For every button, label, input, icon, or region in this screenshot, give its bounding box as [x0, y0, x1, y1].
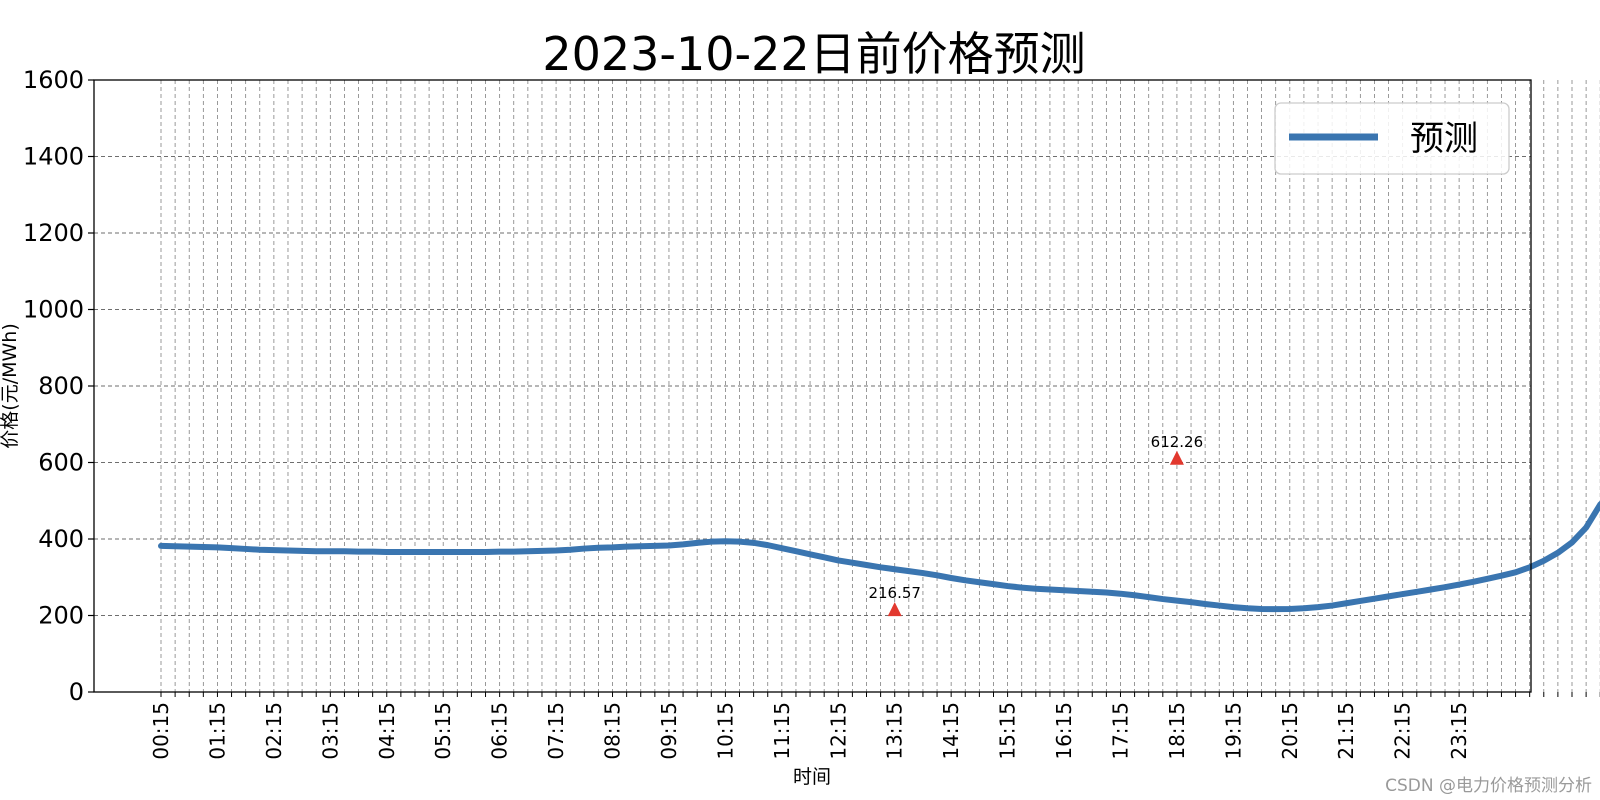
x-tick-label: 03:15: [318, 702, 342, 760]
x-tick-label: 14:15: [939, 702, 963, 760]
y-tick-label: 1400: [23, 143, 84, 171]
chart-title: 2023-10-22日前价格预测: [542, 27, 1085, 81]
extreme-marker: [1169, 450, 1184, 465]
x-tick-label: 06:15: [488, 702, 512, 760]
grid-lines: [94, 80, 1600, 692]
y-tick-label: 200: [38, 602, 84, 630]
x-tick-label: 08:15: [601, 702, 625, 760]
x-tick-label: 02:15: [262, 702, 286, 760]
x-axis-label: 时间: [793, 766, 831, 788]
x-tick-label: 01:15: [205, 702, 229, 760]
legend-label: 预测: [1410, 119, 1478, 159]
x-axis-ticks: 00:15 01:15 02:15 03:15 04:15 05:15 06:15 07:15…: [149, 692, 1600, 760]
annotation-layer: 216.57 612.26: [868, 433, 1204, 617]
y-tick-label: 1000: [23, 296, 84, 324]
y-tick-label: 800: [38, 372, 84, 400]
x-tick-label: 10:15: [713, 702, 737, 760]
x-tick-label: 23:15: [1447, 702, 1471, 760]
x-tick-label: 12:15: [826, 702, 850, 760]
extreme-marker: [887, 602, 902, 617]
y-tick-label: 1600: [23, 66, 84, 94]
x-tick-label: 09:15: [657, 702, 681, 760]
y-tick-label: 400: [38, 525, 84, 553]
watermark: CSDN @电力价格预测分析: [1385, 776, 1592, 796]
x-tick-label: 17:15: [1108, 702, 1132, 760]
series-line-forecast: [158, 500, 1600, 613]
x-tick-label: 19:15: [1221, 702, 1245, 760]
y-axis-ticks: 0 200 400 600 800 1000 1200 1400 1600: [23, 66, 94, 706]
x-tick-label: 20:15: [1278, 702, 1302, 760]
x-tick-label: 00:15: [149, 702, 173, 760]
extreme-value-label: 612.26: [1151, 433, 1204, 451]
x-tick-label: 07:15: [544, 702, 568, 760]
x-tick-label: 11:15: [770, 702, 794, 760]
y-tick-label: 600: [38, 449, 84, 477]
x-tick-label: 15:15: [996, 702, 1020, 760]
x-tick-label: 13:15: [883, 702, 907, 760]
y-tick-label: 1200: [23, 219, 84, 247]
y-axis-label: 价格(元/MWh): [0, 323, 21, 448]
x-tick-label: 04:15: [375, 702, 399, 760]
legend-box: [1274, 102, 1510, 175]
extreme-value-label: 216.57: [868, 584, 921, 602]
y-tick-label: 0: [69, 678, 84, 706]
x-tick-label: 05:15: [431, 702, 455, 760]
series-layer: [158, 500, 1600, 613]
x-tick-label: 22:15: [1391, 702, 1415, 760]
x-tick-label: 16:15: [1052, 702, 1076, 760]
x-tick-label: 18:15: [1165, 702, 1189, 760]
x-tick-label: 21:15: [1334, 702, 1358, 760]
legend[interactable]: 预测: [1274, 102, 1510, 175]
